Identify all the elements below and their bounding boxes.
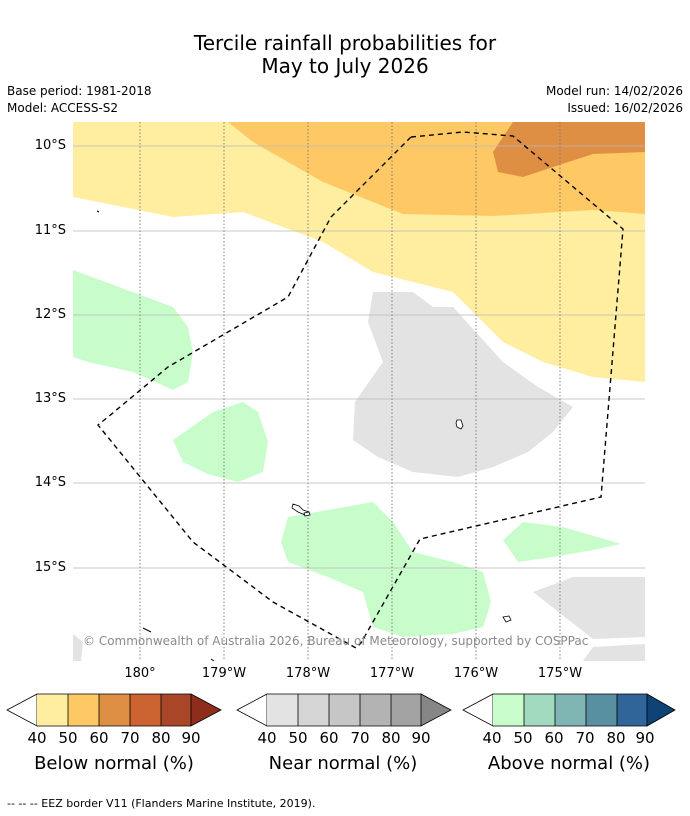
lat-label-15s: 15°S [34,560,66,575]
model-run: Model run: 14/02/2026 [545,84,683,98]
lon-label-176w: 176°W [453,666,499,681]
lat-label-14s: 14°S [34,475,66,490]
above-normal-colorbar [462,693,676,727]
near-swatch-80 [391,694,421,726]
near-tick-80: 80 [381,729,401,747]
above-normal-region-south [281,502,491,637]
above-normal-region-center [173,402,268,482]
below-normal-60-region [493,122,645,177]
above-swatch-60 [555,694,586,726]
below-swatch-80 [161,694,191,726]
below-swatch-60 [99,694,130,726]
lon-label-177w: 177°W [369,666,415,681]
near-swatch-50 [298,694,329,726]
island-south-west-small [303,511,311,517]
near-normal-region [353,292,573,477]
near-tick-40: 40 [257,729,277,747]
below-tick-40: 40 [27,729,47,747]
lat-label-10s: 10°S [34,138,66,153]
near-normal-region-ne [583,644,645,661]
lat-label-13s: 13°S [34,391,66,406]
base-period: Base period: 1981-2018 [7,84,152,98]
issued-date: Issued: 16/02/2026 [567,101,683,115]
near-swatch-90 [420,693,452,727]
near-swatch-40 [267,694,298,726]
near-normal-region-se [533,577,645,639]
below-tick-50: 50 [58,729,78,747]
above-tick-90: 90 [635,729,655,747]
below-swatch-40 [37,694,68,726]
below-swatch-50 [68,694,99,726]
above-swatch-40 [493,694,524,726]
lat-label-11s: 11°S [34,223,66,238]
near-normal-colorbar [236,693,452,727]
eez-border [97,131,624,649]
above-tick-60: 60 [544,729,564,747]
near-normal-region-w [73,634,83,661]
map-title-line-1: Tercile rainfall probabilities for [193,31,497,55]
above-tick-80: 80 [606,729,626,747]
near-tick-60: 60 [319,729,339,747]
below-swatch-70 [130,694,161,726]
above-swatch-80 [617,694,647,726]
above-swatch-90 [646,693,676,727]
lat-label-12s: 12°S [34,307,66,322]
below-tick-60: 60 [89,729,109,747]
lon-label-179w: 179°W [201,666,247,681]
near-tick-50: 50 [288,729,308,747]
below-tick-80: 80 [151,729,171,747]
near-tick-90: 90 [411,729,431,747]
below-tick-90: 90 [181,729,201,747]
island-southeast [502,615,512,623]
map-title-line-2: May to July 2026 [261,54,429,78]
copyright-notice: © Commonwealth of Australia 2026, Bureau… [83,634,588,648]
above-normal-region-east [503,522,621,562]
below-normal-label: Below normal (%) [34,753,194,774]
near-normal-label: Near normal (%) [268,753,418,774]
above-normal-region-west [73,270,193,390]
near-swatch-70 [360,694,391,726]
model-name: Model: ACCESS-S2 [7,101,119,115]
below-swatch-90 [190,693,222,727]
above-tick-70: 70 [575,729,595,747]
above-normal-label: Above normal (%) [487,753,651,774]
near-swatch-60 [329,694,360,726]
lon-label-175w: 175°W [537,666,583,681]
lon-label-178w: 178°W [285,666,331,681]
above-tick-50: 50 [513,729,533,747]
forecast-map: © Commonwealth of Australia 2026, Bureau… [73,122,645,661]
lon-label-180: 180° [124,666,156,681]
above-swatch-70 [586,694,617,726]
eez-footnote: -- -- -- EEZ border V11 (Flanders Marine… [7,797,316,810]
below-normal-colorbar [6,693,222,727]
above-tick-40: 40 [482,729,502,747]
below-tick-70: 70 [120,729,140,747]
island-center [455,419,464,430]
near-tick-70: 70 [350,729,370,747]
above-swatch-50 [524,694,555,726]
